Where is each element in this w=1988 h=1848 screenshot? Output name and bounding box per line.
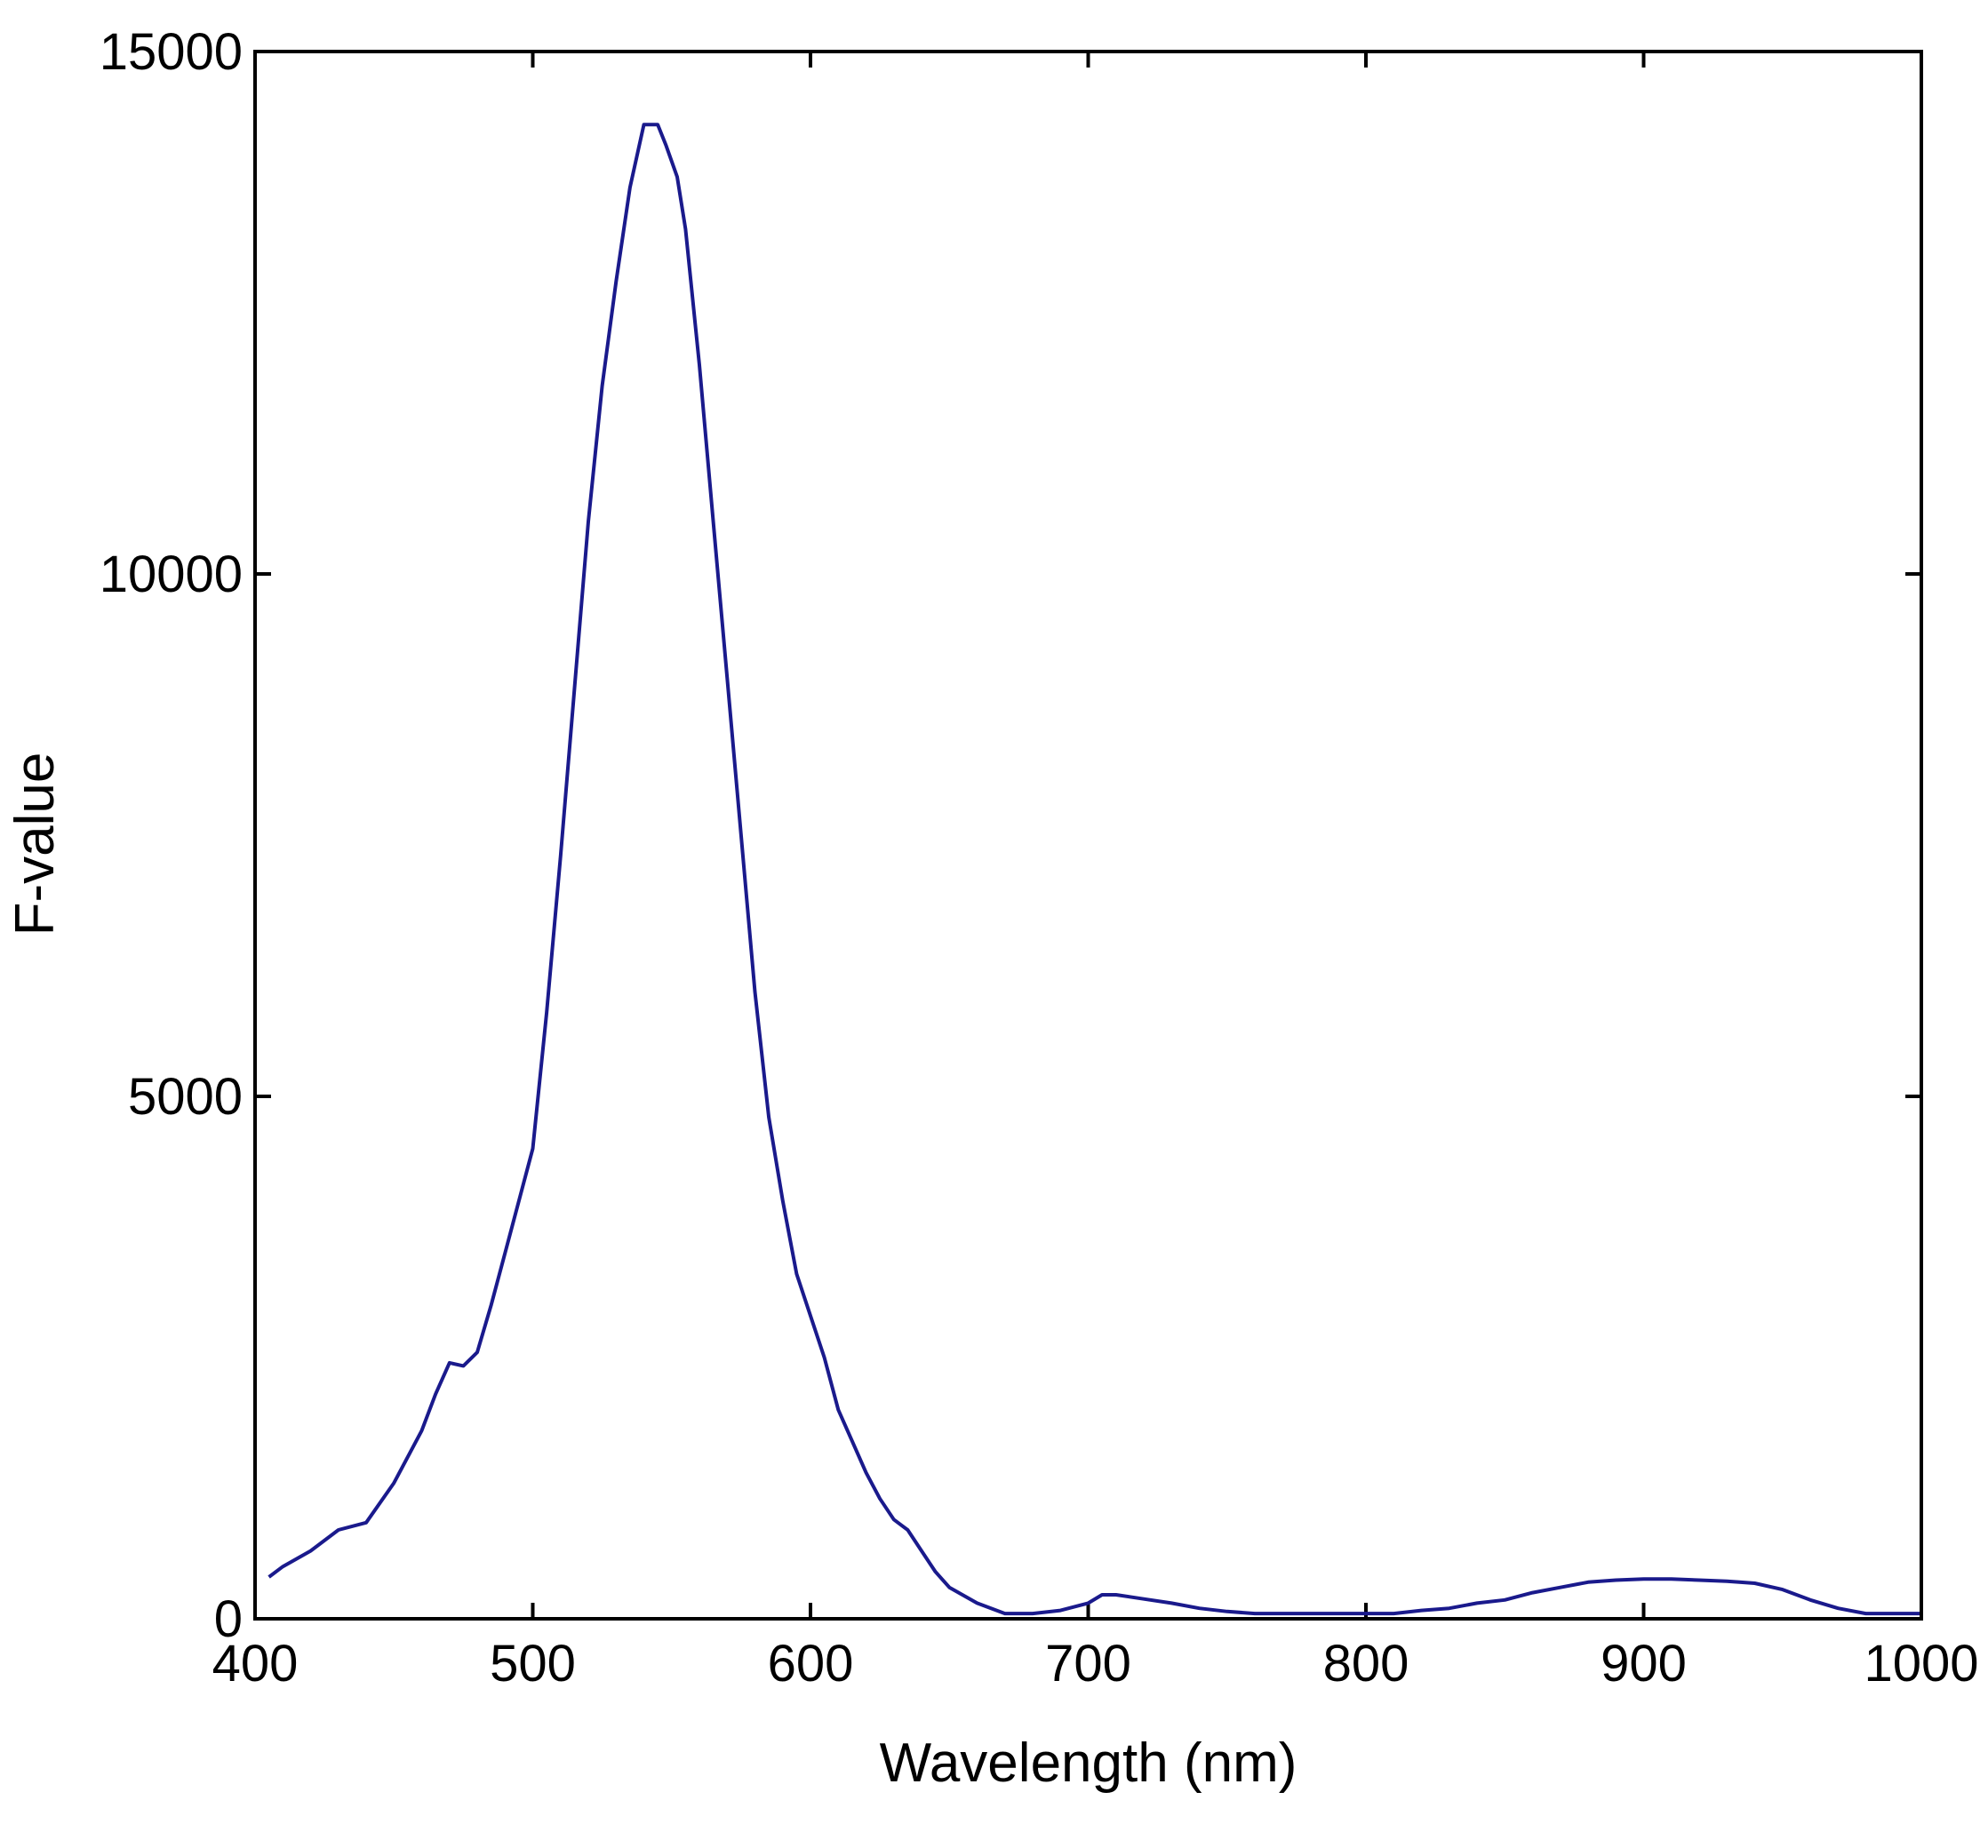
- x-tick-label: 700: [1045, 1635, 1131, 1693]
- x-tick-label: 800: [1323, 1635, 1409, 1693]
- y-tick-label: 5000: [128, 1068, 243, 1126]
- x-tick-label: 1000: [1864, 1635, 1978, 1693]
- x-tick-label: 500: [490, 1635, 576, 1693]
- x-tick-label: 600: [768, 1635, 854, 1693]
- series-line: [267, 123, 1921, 1616]
- y-axis-label: F-value: [4, 753, 66, 936]
- series-group: [267, 123, 1921, 1616]
- plot-area-frame: [253, 50, 1923, 1621]
- y-tick-label: 0: [214, 1590, 243, 1648]
- x-axis-label: Wavelength (nm): [880, 1732, 1297, 1794]
- y-tick-label: 10000: [100, 546, 243, 603]
- x-tick-label: 400: [212, 1635, 299, 1693]
- x-tick-label: 900: [1601, 1635, 1687, 1693]
- y-tick-label: 15000: [100, 23, 243, 81]
